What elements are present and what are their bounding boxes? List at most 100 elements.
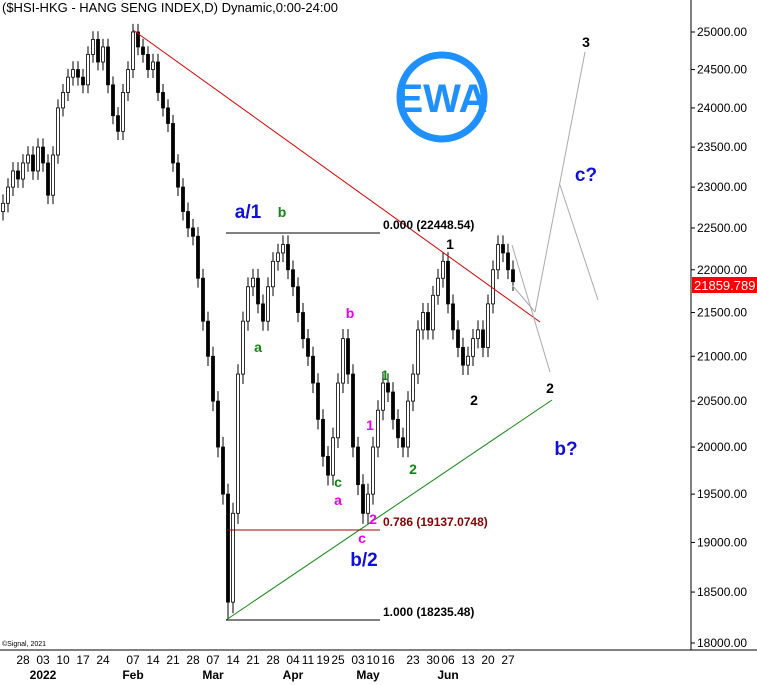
- x-tick-label: 23: [406, 653, 420, 667]
- candle-body: [221, 446, 225, 495]
- candle-body: [1, 202, 5, 212]
- candle-body: [156, 61, 160, 93]
- copyright: ©Signal, 2021: [2, 640, 46, 648]
- x-tick-label: 03: [36, 653, 50, 667]
- wave-label: 1: [366, 417, 374, 433]
- candle-body: [176, 162, 180, 188]
- candle-body: [96, 39, 100, 63]
- wave-label: b: [278, 204, 287, 220]
- wave-label: 3: [582, 34, 590, 50]
- x-tick-label: 28: [186, 653, 200, 667]
- chart-title: ($HSI-HKG - HANG SENG INDEX,D) Dynamic,0…: [2, 0, 338, 15]
- x-tick-label: 17: [76, 653, 90, 667]
- wave-label: b/2: [350, 550, 377, 571]
- wave-label: 1: [446, 236, 454, 252]
- candle-body: [86, 54, 90, 86]
- last-price-badge: [692, 277, 757, 293]
- x-tick-label: 28: [16, 653, 30, 667]
- y-tick-label: 24500.00: [697, 63, 747, 77]
- svg-text:EWA: EWA: [396, 77, 487, 121]
- x-tick-label: 30: [426, 653, 440, 667]
- candle-body: [306, 338, 310, 357]
- candle-body: [511, 269, 515, 283]
- candle-body: [171, 123, 175, 164]
- candle-body: [271, 260, 275, 288]
- candle-body: [451, 303, 455, 331]
- x-tick-label: 28: [266, 653, 280, 667]
- candle-body: [491, 269, 495, 305]
- x-tick-label: 27: [501, 653, 515, 667]
- candle-body: [386, 382, 390, 393]
- wave-label: a/1: [235, 202, 262, 223]
- y-tick-label: 23000.00: [697, 180, 747, 194]
- candle-body: [36, 146, 40, 172]
- candle-body: [31, 154, 35, 172]
- candle-body: [71, 69, 75, 78]
- candle-body: [351, 373, 355, 448]
- x-tick-label: 19: [316, 653, 330, 667]
- last-price-label: 21859.789: [694, 278, 755, 293]
- candle-body: [241, 320, 245, 375]
- x-tick-label: 10: [56, 653, 70, 667]
- candle-body: [391, 391, 395, 420]
- candle-body: [266, 286, 270, 322]
- projection-line: [559, 184, 599, 301]
- candle-body: [16, 170, 20, 180]
- candle-body: [196, 235, 200, 279]
- candle-body: [401, 437, 405, 448]
- x-tick-label: 14: [226, 653, 240, 667]
- wave-label: b: [346, 305, 355, 321]
- candle-body: [216, 400, 220, 448]
- x-month-label: May: [356, 668, 380, 682]
- candle-body: [46, 162, 50, 196]
- candle-body: [316, 382, 320, 420]
- candle-body: [146, 54, 150, 70]
- candle-body: [456, 329, 460, 348]
- candle-body: [166, 107, 170, 124]
- candle-body: [76, 69, 80, 78]
- candle-body: [111, 84, 115, 117]
- fib-level-label: 0.000 (22448.54): [383, 218, 474, 232]
- y-tick-label: 22500.00: [697, 221, 747, 235]
- candle-body: [106, 46, 110, 86]
- candle-body: [276, 252, 280, 262]
- x-month-label: Jun: [437, 668, 458, 682]
- candle-body: [496, 244, 500, 271]
- candle-body: [411, 373, 415, 402]
- candle-body: [61, 92, 65, 109]
- candle-body: [116, 115, 120, 132]
- red-resistance-trendline: [132, 29, 541, 323]
- wave-label: a: [334, 492, 342, 508]
- x-tick-label: 14: [146, 653, 160, 667]
- y-tick-label: 21500.00: [697, 306, 747, 320]
- candle-body: [121, 92, 125, 132]
- candle-body: [131, 31, 135, 70]
- candle-body: [296, 286, 300, 313]
- candle-body: [301, 312, 305, 340]
- candle-body: [206, 320, 210, 357]
- x-tick-label: 04: [286, 653, 300, 667]
- candle-body: [201, 277, 205, 322]
- candle-body: [51, 154, 55, 196]
- candle-body: [341, 338, 345, 384]
- candle-body: [361, 484, 365, 514]
- y-tick-label: 21000.00: [697, 349, 747, 363]
- x-tick-label: 10: [366, 653, 380, 667]
- candle-body: [406, 400, 410, 448]
- candle-body: [506, 252, 510, 271]
- candle-body: [236, 373, 240, 514]
- ewa-logo: EWA: [396, 51, 488, 143]
- x-month-label: Apr: [283, 668, 304, 682]
- x-month-label: Mar: [202, 668, 224, 682]
- candle-body: [126, 69, 130, 93]
- candle-body: [141, 46, 145, 55]
- y-tick-label: 18000.00: [697, 636, 747, 650]
- wave-label: 2: [470, 392, 478, 408]
- wave-label: b?: [554, 439, 577, 460]
- x-tick-label: 21: [166, 653, 180, 667]
- wave-label: c: [334, 474, 342, 490]
- candle-body: [331, 437, 335, 476]
- candle-body: [441, 260, 445, 279]
- candle-body: [101, 46, 105, 63]
